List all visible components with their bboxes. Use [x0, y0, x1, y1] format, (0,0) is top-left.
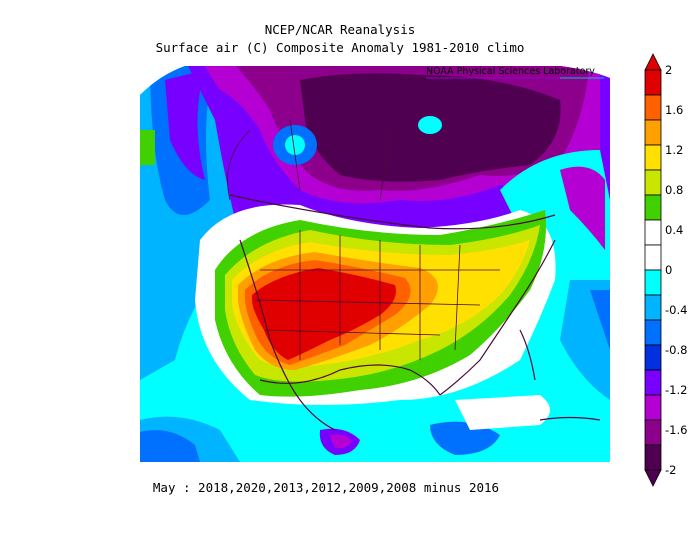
- colorbar-top-arrow: [644, 53, 662, 71]
- colorbar-swatch: [644, 144, 662, 171]
- colorbar-bottom-arrow: [644, 469, 662, 487]
- colorbar-swatch: [644, 69, 662, 96]
- map-region-magenta-south: [330, 434, 352, 449]
- chart-caption: May : 2018,2020,2013,2012,2009,2008 minu…: [152, 480, 500, 495]
- map-region-red: [252, 268, 396, 360]
- state-lines-horizontal: [254, 269, 500, 336]
- colorbar-swatch: [644, 419, 662, 446]
- chart-title-line2: Surface air (C) Composite Anomaly 1981-2…: [155, 40, 525, 55]
- colorbar-tick-label: 2: [665, 63, 672, 77]
- map-region-darkblue-east: [590, 290, 610, 350]
- colorbar-tick-label: 0: [665, 263, 672, 277]
- map-region-white-caribbean: [455, 395, 550, 430]
- caribbean-coast: [539, 416, 601, 421]
- chart-title-line1: NCEP/NCAR Reanalysis: [264, 22, 416, 37]
- colorbar-swatch: [644, 294, 662, 321]
- colorbar-tick-label: 1.6: [665, 103, 683, 117]
- state-lines-vertical: [299, 230, 461, 360]
- border-canada-us: [229, 194, 556, 230]
- map-region-green-west: [140, 130, 155, 165]
- colorbar-swatches: [644, 53, 662, 487]
- map-field: [140, 66, 610, 462]
- colorbar-swatch: [644, 194, 662, 221]
- colorbar-swatch: [644, 444, 662, 471]
- colorbar-swatch: [644, 244, 662, 271]
- colorbar-tick-label: 0.4: [665, 223, 683, 237]
- colorbar-tick-label: -0.8: [665, 343, 687, 357]
- colorbar-swatch: [644, 369, 662, 396]
- map-region-purple-west: [165, 70, 205, 180]
- colorbar-tick-label: -0.4: [665, 303, 687, 317]
- map-region-darkblue-southwest: [140, 430, 200, 462]
- map-boundaries: [227, 119, 601, 431]
- colorbar-swatch: [644, 269, 662, 296]
- colorbar-labels: 2 1.6 1.2 0.8 0.4 0 -0.4 -0.8 -1.2 -1.6 -2: [665, 63, 687, 477]
- map-blob-cyan-2: [418, 116, 442, 134]
- florida-coast: [519, 329, 536, 381]
- border-us-mexico: [259, 364, 441, 396]
- colorbar-tick-label: 0.8: [665, 183, 683, 197]
- province-lines: [227, 119, 391, 201]
- map-blob-cyan: [285, 135, 305, 155]
- colorbar-swatch: [644, 394, 662, 421]
- colorbar-swatch: [644, 319, 662, 346]
- map-region-magenta-east: [560, 166, 605, 250]
- colorbar-swatch: [644, 219, 662, 246]
- colorbar-tick-label: -1.2: [665, 383, 687, 397]
- coastline-west: [239, 239, 336, 431]
- map-region-blue-south: [430, 421, 500, 455]
- colorbar-tick-label: -2: [665, 463, 676, 477]
- colorbar-swatch: [644, 94, 662, 121]
- colorbar-swatch: [644, 344, 662, 371]
- colorbar-swatch: [644, 119, 662, 146]
- coastline-east: [439, 239, 556, 396]
- credit-label: NOAA Physical Sciences Laboratory: [426, 66, 595, 77]
- colorbar-tick-label: 1.2: [665, 143, 683, 157]
- colorbar-swatch: [644, 169, 662, 196]
- colorbar-tick-label: -1.6: [665, 423, 687, 437]
